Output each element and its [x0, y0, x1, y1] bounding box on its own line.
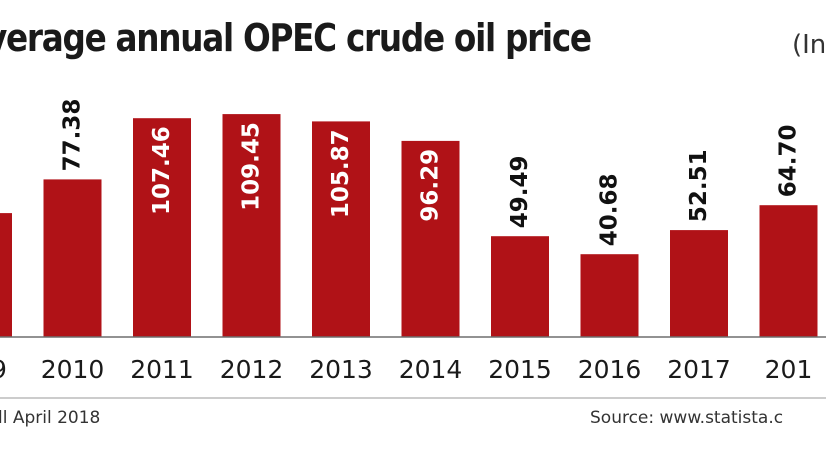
source-note: Source: www.statista.c — [590, 408, 784, 428]
bar — [133, 118, 191, 337]
data-label: 40.68 — [597, 173, 623, 246]
category-label: 2014 — [399, 355, 463, 384]
category-label: 2013 — [309, 355, 373, 384]
data-label: 105.87 — [328, 129, 354, 218]
category-label: 009 — [0, 355, 7, 384]
data-label: 52.51 — [686, 149, 712, 222]
bar — [759, 205, 818, 337]
data-label: 49.49 — [507, 155, 533, 228]
bar — [222, 114, 281, 337]
bar — [0, 213, 12, 337]
chart-title: verage annual OPEC crude oil price — [0, 16, 592, 60]
bar — [43, 179, 102, 337]
category-label: 2015 — [488, 355, 552, 384]
bar — [580, 254, 639, 337]
date-note: ll April 2018 — [0, 408, 101, 428]
category-label: 2010 — [41, 355, 105, 384]
category-label: 2017 — [667, 355, 731, 384]
bar — [491, 236, 549, 337]
data-label: 109.45 — [239, 122, 265, 211]
data-label: 96.29 — [418, 149, 444, 222]
bar — [401, 140, 460, 337]
category-label: 2012 — [220, 355, 284, 384]
data-label: 77.38 — [60, 99, 86, 172]
category-label: 2011 — [130, 355, 194, 384]
unit-note: (In — [792, 30, 826, 60]
bar — [670, 230, 728, 337]
data-label: 107.46 — [149, 126, 175, 215]
category-label: 201 — [765, 355, 813, 384]
category-label: 2016 — [578, 355, 642, 384]
data-label: 64.70 — [776, 124, 802, 197]
bar — [312, 121, 370, 338]
